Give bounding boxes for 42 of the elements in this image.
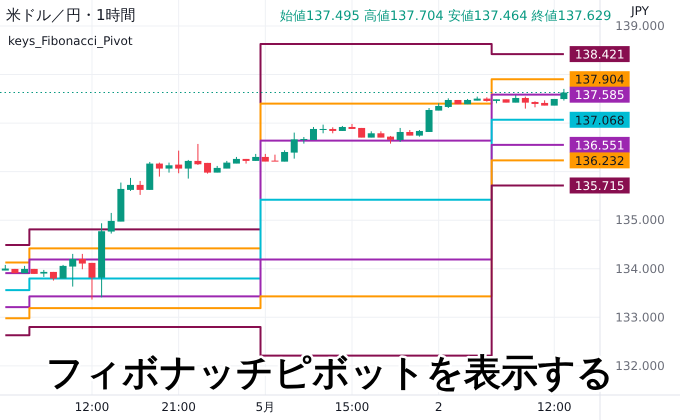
- candlestick: [69, 253, 76, 288]
- candlestick: [310, 126, 317, 140]
- x-tick-label: 12:00: [74, 400, 110, 414]
- candlestick: [194, 143, 202, 166]
- candlestick: [108, 212, 115, 234]
- candlestick: [290, 132, 298, 160]
- y-tick-label: 132.000: [615, 358, 665, 373]
- y-tick-label: 135.000: [615, 213, 665, 228]
- candlestick: [166, 162, 173, 174]
- candlestick: [184, 159, 192, 180]
- data-label: 137.068: [574, 113, 624, 128]
- data-label: 136.551: [574, 138, 624, 152]
- text: 米ドル／円・1時間: [6, 6, 136, 24]
- candlestick: [396, 127, 404, 142]
- y-tick-label: 134.000: [615, 262, 665, 276]
- candlestick: [444, 98, 452, 108]
- data-label: 138.421: [574, 48, 624, 62]
- candlestick: [127, 177, 134, 192]
- candlestick: [175, 150, 182, 174]
- candlestick: [156, 162, 163, 178]
- data-label: 137.904: [574, 72, 624, 87]
- y-tick-label: 133.000: [615, 310, 665, 324]
- candlestick: [320, 124, 327, 134]
- y-tick-label: 139.000: [615, 18, 665, 33]
- candlestick: [60, 264, 67, 280]
- candlestick: [522, 96, 529, 110]
- x-tick-label: 21:00: [161, 400, 196, 414]
- candlestick: [426, 107, 433, 132]
- y-axis-title: JPY: [630, 4, 650, 18]
- text: 始値137.495 高値137.704 安値137.464 終値137.629: [280, 8, 612, 24]
- x-tick-label: 15:00: [334, 400, 370, 414]
- data-label: 135.715: [574, 178, 624, 193]
- candlestick: [78, 253, 86, 270]
- annotation: フィボナッチピボットを表示する: [46, 351, 614, 394]
- data-label: 137.585: [574, 88, 624, 102]
- x-tick-label: 2: [434, 400, 443, 414]
- data-label: 136.232: [574, 154, 624, 168]
- candlestick: [136, 180, 144, 196]
- candlestick: [88, 262, 96, 300]
- x-tick-label: 12:00: [536, 400, 572, 414]
- annotation: keys_Fibonacci_Pivot: [8, 34, 133, 48]
- x-tick-label: 5月: [256, 400, 276, 414]
